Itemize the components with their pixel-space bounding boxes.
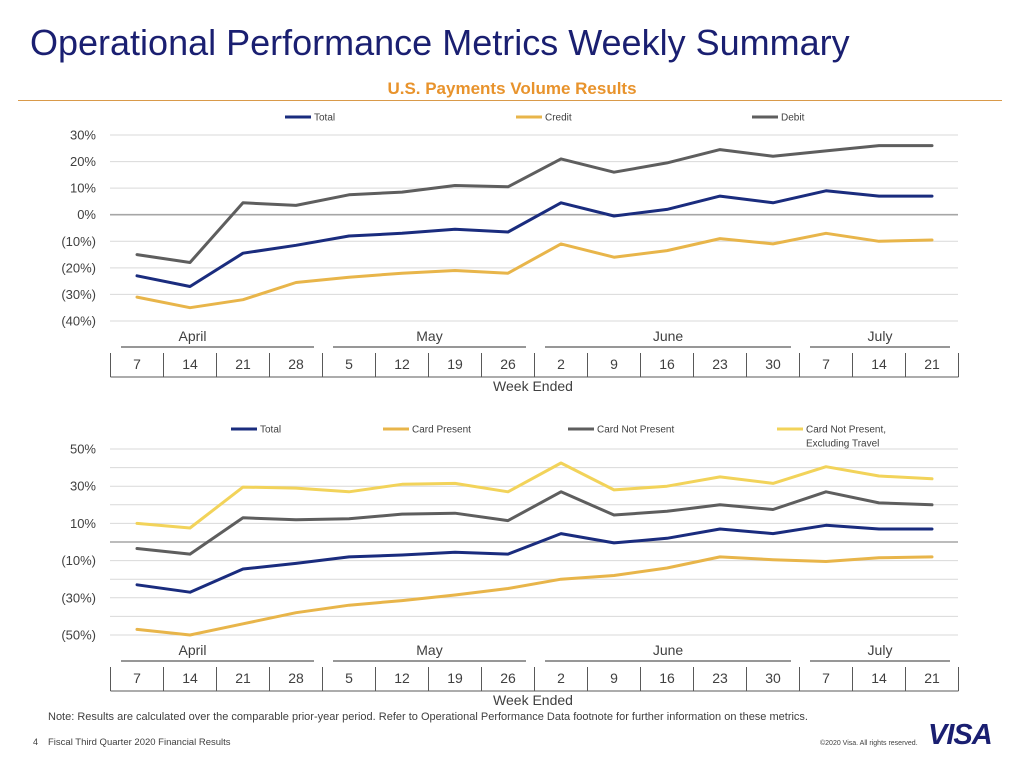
x-tick-label: 19 [447, 670, 463, 686]
x-tick-label: 7 [133, 356, 141, 372]
page-title: Operational Performance Metrics Weekly S… [30, 22, 850, 63]
x-tick-label: 16 [659, 670, 675, 686]
x-tick-label: 9 [610, 670, 618, 686]
header-divider [18, 100, 1002, 101]
x-tick-label: 9 [610, 356, 618, 372]
x-tick-label: 2 [557, 356, 565, 372]
x-tick-label: 5 [345, 670, 353, 686]
x-tick-label: 28 [288, 670, 304, 686]
x-tick-label: 12 [394, 356, 410, 372]
y-tick-label: 30% [70, 128, 96, 143]
x-tick-label: 21 [235, 670, 251, 686]
y-tick-label: 50% [70, 442, 96, 457]
y-tick-label: (30%) [61, 590, 96, 605]
x-tick-label: 7 [822, 356, 830, 372]
y-tick-label: (10%) [61, 553, 96, 568]
copyright-notice: ©2020 Visa. All rights reserved. [820, 740, 918, 747]
x-tick-label: 26 [500, 670, 516, 686]
y-tick-label: (10%) [61, 234, 96, 249]
month-label: June [653, 642, 684, 658]
series-line-debit [135, 144, 934, 264]
series-line-card-not-present [135, 490, 934, 556]
x-tick-label: 21 [924, 670, 940, 686]
month-label: July [868, 642, 893, 658]
x-tick-label: 28 [288, 356, 304, 372]
x-tick-label: 7 [133, 670, 141, 686]
x-tick-label: 21 [235, 356, 251, 372]
month-label: April [178, 328, 206, 344]
x-tick-label: 14 [871, 670, 887, 686]
y-tick-label: (30%) [61, 287, 96, 302]
x-tick-label: 16 [659, 356, 675, 372]
series-line-card-not-present-excluding-travel [135, 461, 934, 530]
legend-label: Total [314, 113, 335, 124]
month-label: April [178, 642, 206, 658]
legend-label: Excluding Travel [806, 439, 879, 450]
x-tick-label: 21 [924, 356, 940, 372]
x-tick-label: 14 [182, 670, 198, 686]
x-axis-title: Week Ended [493, 378, 573, 394]
footer-report-title: Fiscal Third Quarter 2020 Financial Resu… [48, 737, 231, 748]
x-tick-label: 23 [712, 356, 728, 372]
month-label: June [653, 328, 684, 344]
month-label: May [416, 328, 442, 344]
y-tick-label: 10% [70, 181, 96, 196]
x-tick-label: 12 [394, 670, 410, 686]
y-tick-label: 20% [70, 154, 96, 169]
x-tick-label: 30 [765, 356, 781, 372]
legend-label: Debit [781, 113, 805, 124]
series-line-total [135, 189, 934, 288]
y-tick-label: (40%) [61, 314, 96, 329]
legend-label: Credit [545, 113, 572, 124]
x-tick-label: 30 [765, 670, 781, 686]
legend-label: Card Not Present, [806, 425, 886, 436]
series-line-credit [135, 231, 934, 310]
legend-label: Card Not Present [597, 425, 674, 436]
x-tick-label: 19 [447, 356, 463, 372]
x-tick-label: 14 [871, 356, 887, 372]
y-tick-label: 10% [70, 516, 96, 531]
footnote: Note: Results are calculated over the co… [48, 711, 808, 723]
month-label: July [868, 328, 893, 344]
series-line-total [135, 523, 934, 594]
month-label: May [416, 642, 442, 658]
payments-volume-chart: 30% 20% 10% 0% (10%) (20%) (30%) (40%) Total Cred… [61, 113, 959, 394]
page-number: 4 [33, 737, 39, 747]
visa-logo: VISA [928, 719, 993, 751]
x-tick-label: 14 [182, 356, 198, 372]
y-tick-label: (50%) [61, 628, 96, 643]
y-tick-label: (20%) [61, 260, 96, 275]
y-tick-label: 0% [77, 207, 96, 222]
y-tick-label: 30% [70, 479, 96, 494]
x-tick-label: 2 [557, 670, 565, 686]
chart-section-subtitle: U.S. Payments Volume Results [387, 79, 637, 98]
x-tick-label: 5 [345, 356, 353, 372]
series-line-card-present [135, 555, 934, 637]
x-tick-label: 23 [712, 670, 728, 686]
x-tick-label: 7 [822, 670, 830, 686]
x-axis-title: Week Ended [493, 692, 573, 705]
x-tick-label: 26 [500, 356, 516, 372]
card-present-chart: 50% 30% 10% (10%) (30%) (50%) Total Card Presen… [61, 425, 959, 705]
legend-label: Total [260, 425, 281, 436]
legend-label: Card Present [412, 425, 471, 436]
